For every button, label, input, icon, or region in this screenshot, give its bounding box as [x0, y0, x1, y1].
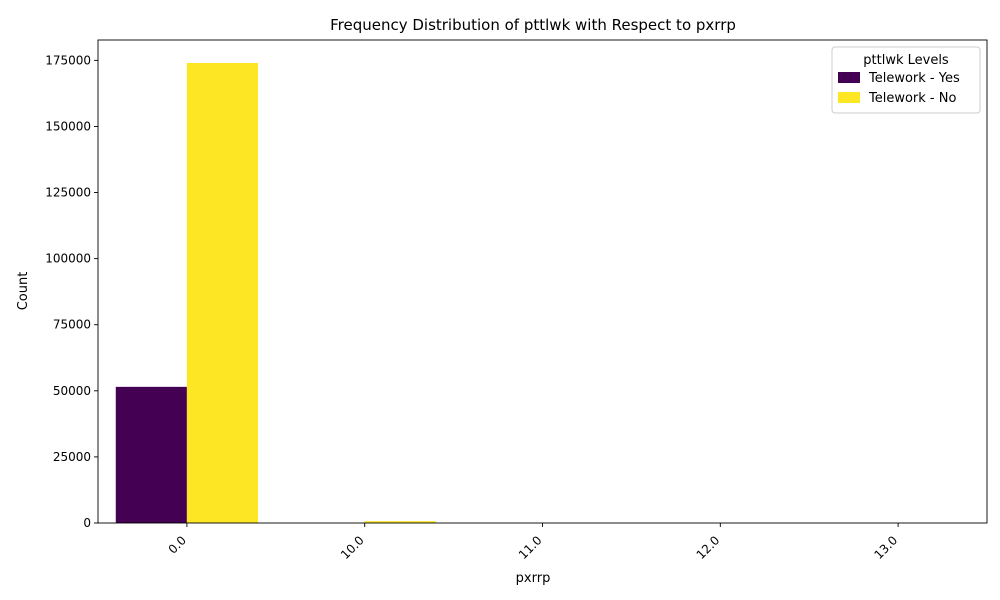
chart-title: Frequency Distribution of pttlwk with Re…	[330, 16, 736, 34]
x-tick-label: 0.0	[166, 533, 189, 556]
y-tick-label: 175000	[45, 53, 91, 67]
legend-swatch-0	[838, 72, 860, 83]
legend-box	[831, 46, 981, 114]
y-tick-label: 75000	[53, 318, 91, 332]
bar-1-0	[186, 63, 259, 523]
legend-label-1: Telework - No	[868, 91, 956, 106]
y-tick-label: 0	[83, 516, 91, 530]
x-axis-title: pxrrp	[516, 571, 551, 586]
x-tick-label: 10.0	[338, 533, 367, 562]
y-axis: 0 25000 50000 75000 100000 125000 150000 175000	[45, 53, 98, 530]
y-tick-label: 50000	[53, 384, 91, 398]
bar-1-1	[364, 521, 436, 523]
y-tick-label: 125000	[45, 186, 91, 200]
y-tick-label: 25000	[53, 450, 91, 464]
y-tick-label: 100000	[45, 252, 91, 266]
y-tick-label: 150000	[45, 119, 91, 133]
legend: pttlwk Levels Telework - Yes Telework - No	[831, 46, 981, 114]
x-tick-label: 11.0	[516, 533, 545, 562]
x-axis: 0.0 10.0 11.0 12.0 13.0	[166, 523, 900, 562]
legend-label-0: Telework - Yes	[868, 71, 960, 86]
legend-swatch-1	[838, 92, 860, 103]
plot-area	[97, 39, 988, 524]
y-axis-title: Count	[16, 272, 31, 311]
legend-title: pttlwk Levels	[863, 53, 949, 68]
x-tick-label: 12.0	[694, 533, 723, 562]
bar-0-0	[115, 386, 187, 523]
x-tick-label: 13.0	[871, 533, 900, 562]
